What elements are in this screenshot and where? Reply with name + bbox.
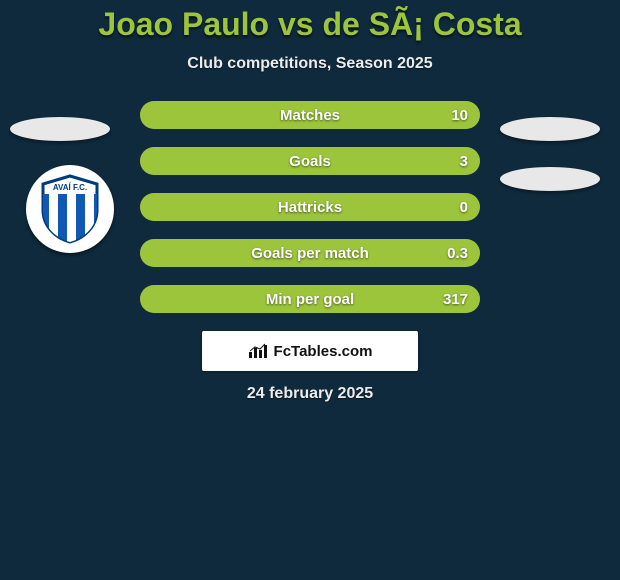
stat-bar-fill xyxy=(140,147,480,175)
stat-bar-fill xyxy=(140,193,480,221)
stat-bar: Min per goal317 xyxy=(140,285,480,313)
ellipse-right-mid xyxy=(500,167,600,191)
stat-bar: Goals3 xyxy=(140,147,480,175)
crest-shield-icon: AVAÍ F.C. xyxy=(35,174,105,244)
club-crest: AVAÍ F.C. xyxy=(26,165,114,253)
stat-bar-fill xyxy=(140,285,480,313)
crest-label: AVAÍ F.C. xyxy=(53,183,87,192)
stat-bar-fill xyxy=(140,239,480,267)
page-date: 24 february 2025 xyxy=(0,385,620,403)
promo-badge[interactable]: FcTables.com xyxy=(202,331,418,371)
page-title: Joao Paulo vs de SÃ¡ Costa xyxy=(0,0,620,43)
stat-bar: Matches10 xyxy=(140,101,480,129)
stat-bar: Goals per match0.3 xyxy=(140,239,480,267)
ellipse-right-top xyxy=(500,117,600,141)
stat-bar: Hattricks0 xyxy=(140,193,480,221)
promo-text: FcTables.com xyxy=(274,343,373,360)
stat-bars: Matches10 Goals3 Hattricks0 Goals per match… xyxy=(140,101,480,313)
bar-chart-icon xyxy=(248,343,268,359)
ellipse-left xyxy=(10,117,110,141)
comparison-stage: AVAÍ F.C. Matches10 Goals3 Hattricks0 Goals… xyxy=(0,101,620,313)
page-subtitle: Club competitions, Season 2025 xyxy=(0,55,620,73)
stat-bar-fill xyxy=(140,101,480,129)
